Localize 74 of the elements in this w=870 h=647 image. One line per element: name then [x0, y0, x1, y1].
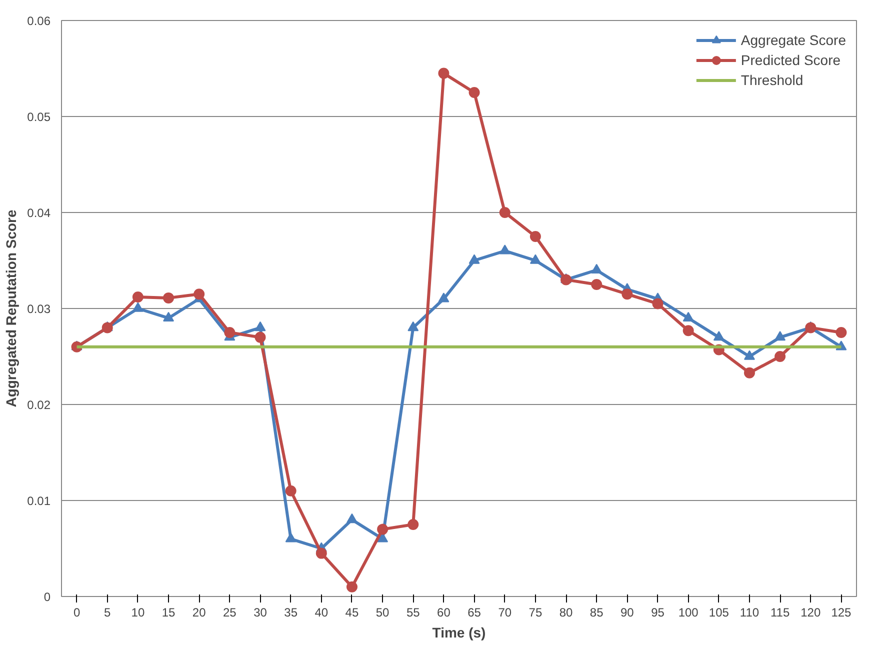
x-axis-title: Time (s) [432, 624, 486, 640]
y-axis-title: Aggregated Reputation Score [3, 209, 20, 408]
x-tick-label: 60 [437, 606, 451, 620]
x-tick-label: 95 [651, 606, 665, 620]
point [499, 244, 510, 254]
x-tick-label: 20 [192, 606, 206, 620]
point [530, 231, 541, 242]
point [622, 288, 633, 300]
x-tick-label: 90 [620, 606, 634, 620]
point [774, 351, 786, 362]
y-tick-label: 0.04 [27, 206, 51, 220]
x-tick-label: 115 [770, 606, 790, 620]
x-tick-label: 75 [528, 606, 542, 620]
point [285, 485, 296, 496]
x-tick-label: 100 [678, 606, 699, 620]
x-tick-label: 105 [708, 606, 730, 620]
point [530, 254, 541, 264]
point [591, 264, 602, 274]
x-tick-label: 5 [104, 606, 112, 620]
x-tick-label: 45 [345, 606, 359, 620]
point [774, 331, 786, 341]
point [591, 279, 602, 290]
point [163, 312, 174, 322]
point [346, 581, 358, 592]
point [499, 207, 510, 218]
point [377, 524, 388, 535]
x-tick-label: 35 [284, 606, 298, 620]
x-tick-label: 70 [498, 606, 512, 620]
point [836, 327, 847, 338]
point [682, 312, 694, 322]
x-tick-label: 25 [223, 606, 237, 620]
point [163, 292, 174, 304]
point [682, 325, 694, 336]
point [652, 298, 664, 310]
point [744, 367, 755, 378]
point [132, 302, 144, 312]
x-tick-label: 110 [740, 606, 760, 620]
x-tick-label: 125 [831, 606, 852, 620]
y-tick-label: 0.02 [27, 398, 51, 412]
x-tick-label: 50 [376, 606, 390, 620]
legend-label: Aggregate Score [740, 32, 846, 48]
x-tick-label: 85 [590, 606, 604, 620]
point [132, 291, 144, 302]
point [224, 327, 236, 338]
point [408, 321, 419, 332]
y-tick-label: 0.05 [27, 110, 51, 124]
x-tick-label: 80 [559, 606, 574, 620]
point [744, 350, 755, 360]
point [316, 548, 327, 559]
x-tick-label: 65 [468, 606, 482, 620]
x-tick-label: 40 [314, 606, 328, 620]
point [468, 254, 480, 264]
point [468, 87, 480, 98]
y-tick-label: 0.03 [27, 302, 51, 316]
x-tick-label: 0 [73, 606, 80, 620]
y-tick-label: 0.01 [27, 494, 51, 508]
x-tick-label: 30 [254, 606, 268, 620]
x-tick-label: 15 [162, 606, 176, 620]
legend-label: Threshold [740, 72, 804, 88]
point [438, 292, 450, 302]
x-tick-label: 55 [406, 606, 420, 620]
point [254, 321, 266, 332]
x-tick-label: 120 [800, 606, 821, 620]
point [438, 68, 450, 79]
point [346, 513, 358, 524]
point [408, 519, 419, 530]
legend-label: Predicted Score [740, 52, 841, 68]
point [194, 288, 205, 300]
x-tick-label: 10 [131, 606, 145, 620]
point [254, 332, 266, 343]
y-tick-label: 0.06 [27, 14, 51, 28]
point [285, 532, 296, 542]
point [713, 331, 724, 341]
y-tick-label: 0 [44, 590, 51, 604]
